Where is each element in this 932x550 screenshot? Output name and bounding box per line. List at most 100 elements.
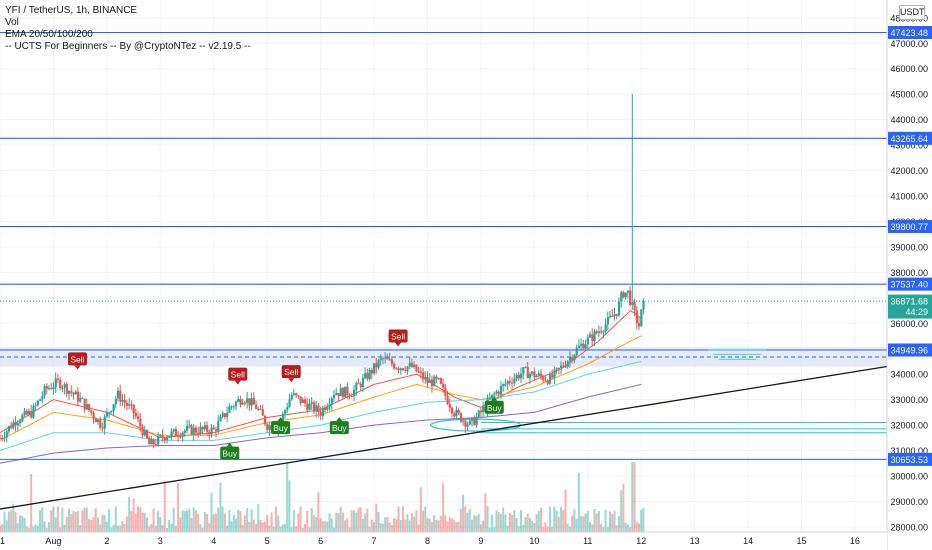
- candles: [0, 94, 645, 449]
- candle-body: [635, 310, 638, 323]
- candle-body: [110, 410, 113, 413]
- candle-body: [230, 406, 233, 408]
- volume-bar: [161, 525, 164, 532]
- volume-bar: [571, 515, 574, 532]
- volume-bar: [604, 509, 607, 532]
- signal-pointer: [234, 380, 241, 385]
- volume-bar: [522, 524, 525, 532]
- volume-bar: [341, 512, 344, 532]
- candle-body: [197, 432, 200, 434]
- signal-pointer: [74, 365, 81, 370]
- volume-bar: [326, 521, 329, 532]
- price-tick-label: 41000.00: [890, 192, 928, 202]
- candle-body: [597, 331, 601, 334]
- candle-body: [395, 368, 398, 370]
- candle-body: [482, 406, 485, 413]
- volume-bar: [199, 524, 202, 532]
- candle-body: [219, 416, 222, 422]
- volume-bar: [145, 517, 148, 532]
- volume-bar: [430, 521, 433, 532]
- price-tick-label: 30000.00: [890, 472, 928, 482]
- volume-bar: [415, 510, 418, 532]
- level-price-label: 30653.53: [890, 455, 928, 465]
- volume-bar: [408, 520, 411, 532]
- candle-body: [584, 344, 587, 349]
- candle-body: [344, 386, 347, 398]
- volume-bar: [68, 508, 71, 532]
- volume-bar: [321, 521, 324, 532]
- time-axis[interactable]: 31 Aug 2 3 4 5 6 7 8 9 10 11 12 13 14 15 16: [0, 531, 887, 550]
- signal-box: [67, 352, 87, 366]
- candle-body: [491, 394, 494, 399]
- candle-body: [406, 366, 409, 371]
- candle-body: [315, 405, 318, 412]
- volume-bar: [366, 508, 369, 532]
- candle-body: [332, 394, 336, 399]
- candle-body: [606, 317, 610, 325]
- price-tick-label: 45000.00: [890, 90, 928, 100]
- candle-body: [453, 413, 456, 417]
- candle-body: [201, 427, 204, 430]
- candle-body: [174, 429, 178, 436]
- time-tick-label: 9: [478, 536, 483, 546]
- candle-body: [622, 292, 625, 298]
- volume-bar: [194, 510, 197, 532]
- currency-button[interactable]: USDT: [899, 5, 925, 20]
- volume-bar: [119, 525, 122, 532]
- volume-bar: [43, 521, 46, 532]
- volume-bar: [150, 523, 153, 532]
- volume-bar: [94, 508, 97, 532]
- signal-box: [329, 421, 349, 435]
- volume-bar: [504, 514, 507, 532]
- ema-label[interactable]: EMA 20/50/100/200: [5, 29, 93, 40]
- candle-body: [475, 416, 478, 425]
- level-price-tag: [888, 25, 932, 39]
- price-tick-label: 46000.00: [890, 64, 928, 74]
- volume-bar: [424, 506, 427, 532]
- candle-body: [292, 393, 296, 395]
- candle-body: [502, 384, 505, 386]
- volume-bar: [295, 526, 298, 532]
- candle-body: [446, 395, 449, 404]
- candle-body: [188, 425, 191, 427]
- volume-bar: [192, 507, 195, 532]
- time-tick-label: 11: [583, 536, 592, 546]
- volume-bar: [584, 513, 587, 532]
- symbol-title[interactable]: YFI / TetherUS, 1h, BINANCE: [5, 5, 138, 16]
- candle-body: [157, 435, 160, 445]
- candle-body: [357, 383, 360, 385]
- candle-body: [439, 378, 443, 384]
- volume-bar: [190, 517, 193, 532]
- candle-body: [533, 371, 536, 378]
- candle-body: [190, 425, 193, 435]
- volume-bar: [379, 523, 382, 532]
- indicator-label[interactable]: -- UCTS For Beginners -- By @CryptoNTez …: [5, 41, 251, 52]
- volume-bar: [283, 523, 286, 532]
- volume-bar: [591, 524, 594, 532]
- price-axis[interactable]: 28000.00 29000.00 30000.00 31000.00 32000.00…: [886, 0, 932, 550]
- volume-bar: [27, 527, 30, 532]
- time-tick-label: 15: [796, 536, 806, 546]
- volume-bar: [41, 507, 44, 532]
- signal-box: [388, 329, 408, 343]
- candle-body: [125, 402, 129, 406]
- volume-bar: [23, 517, 26, 532]
- volume-bar: [246, 507, 249, 532]
- volume-bar: [535, 514, 538, 532]
- volume-bar: [286, 462, 289, 532]
- volume-bar: [442, 483, 445, 532]
- signal-pointer: [336, 417, 343, 422]
- volume-bar: [110, 527, 113, 532]
- time-tick-label: 5: [265, 536, 270, 546]
- candle-body: [515, 374, 518, 379]
- volume-bar: [121, 521, 124, 532]
- volume-label[interactable]: Vol: [5, 17, 19, 28]
- candle-body: [326, 406, 329, 410]
- volume-bar: [45, 527, 48, 532]
- candle-body: [613, 314, 616, 317]
- volume-bar: [568, 526, 571, 532]
- volume-bar: [602, 526, 605, 532]
- volume-bar: [226, 525, 229, 532]
- volume-bar: [620, 490, 623, 532]
